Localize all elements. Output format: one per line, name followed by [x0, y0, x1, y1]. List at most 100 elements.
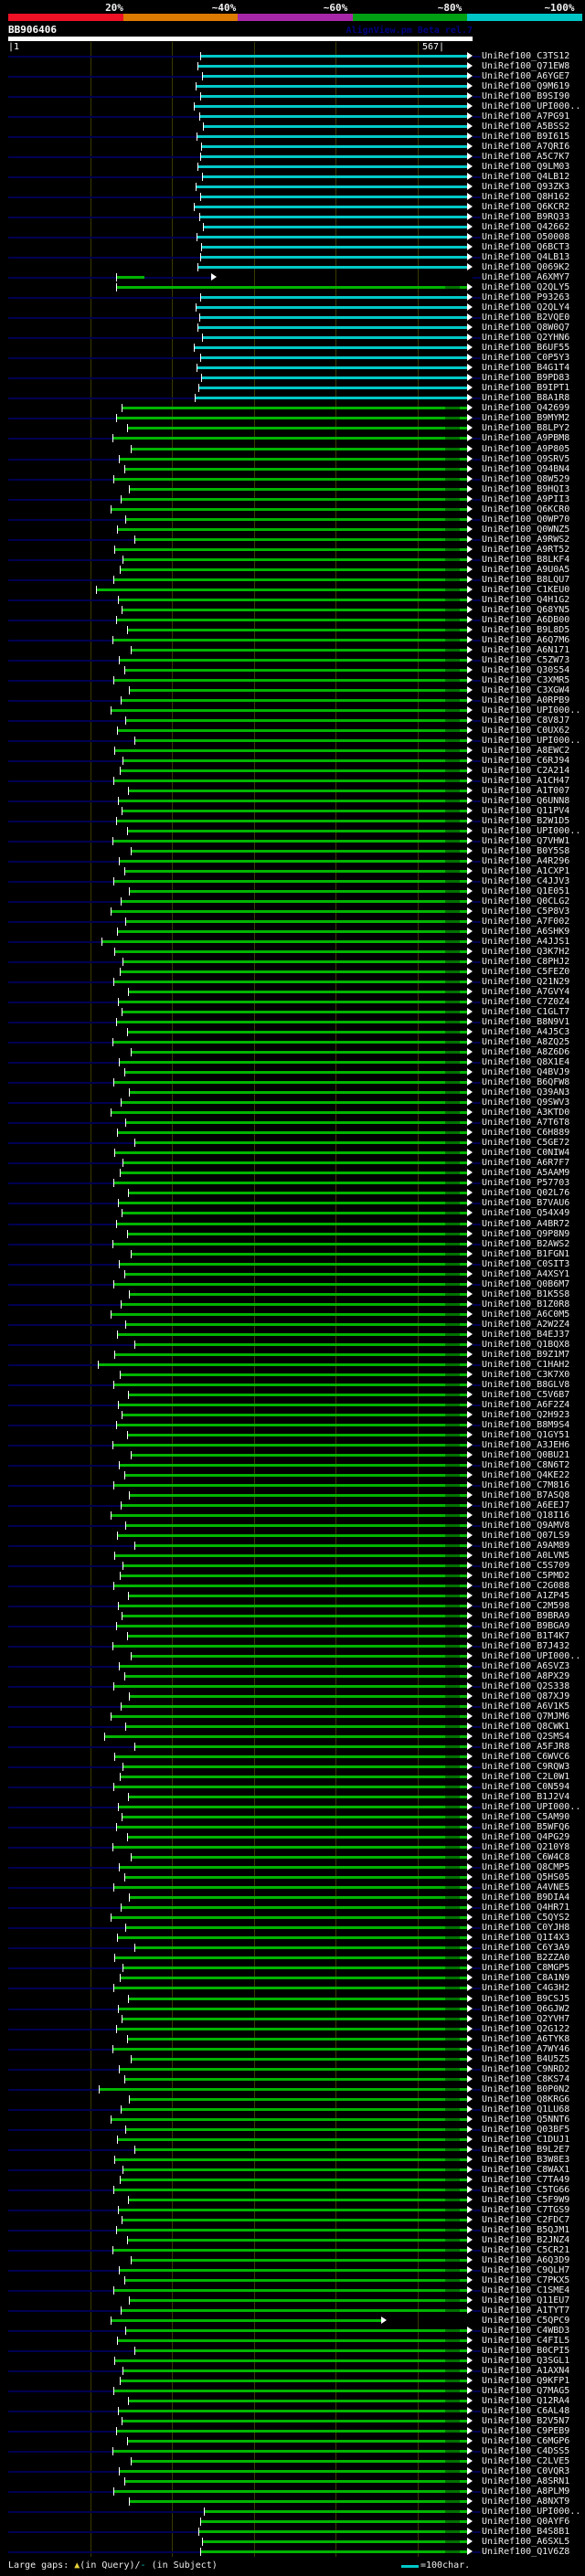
hit-bar[interactable] [199, 2530, 467, 2533]
hit-bar[interactable] [128, 1031, 467, 1034]
hit-label[interactable]: UniRef100_C2A214 [482, 766, 570, 776]
hit-label[interactable]: UniRef100_C5F9W9 [482, 2195, 570, 2205]
hit-bar[interactable] [128, 629, 467, 631]
hit-label[interactable]: UniRef100_Q1I4X3 [482, 1933, 570, 1943]
hit-bar[interactable] [135, 1946, 467, 1949]
hit-bar[interactable] [135, 1544, 467, 1547]
hit-label[interactable]: UniRef100_Q42699 [482, 403, 570, 413]
hit-label[interactable]: UniRef100_B9IPT1 [482, 383, 570, 393]
hit-bar[interactable] [122, 1212, 467, 1214]
hit-bar[interactable] [117, 619, 467, 621]
hit-label[interactable]: UniRef100_B9BRA9 [482, 1611, 570, 1621]
hit-bar[interactable] [125, 1071, 467, 1074]
hit-bar[interactable] [115, 1353, 467, 1356]
hit-label[interactable]: UniRef100_C6AL48 [482, 2406, 570, 2416]
hit-bar[interactable] [130, 1896, 467, 1899]
hit-label[interactable]: UniRef100_B6UF55 [482, 343, 570, 353]
hit-bar[interactable] [112, 1313, 467, 1316]
hit-bar[interactable] [122, 1011, 467, 1013]
hit-label[interactable]: UniRef100_C6MGP6 [482, 2436, 570, 2446]
hit-bar[interactable] [112, 2118, 467, 2121]
hit-bar[interactable] [113, 437, 467, 440]
hit-label[interactable]: UniRef100_Q7VHW1 [482, 836, 570, 846]
hit-label[interactable]: UniRef100_B9L2E7 [482, 2145, 570, 2155]
hit-bar[interactable] [114, 2189, 467, 2191]
hit-bar[interactable] [129, 790, 467, 792]
hit-bar[interactable] [114, 2390, 467, 2392]
hit-label[interactable]: UniRef100_A6R7F7 [482, 1158, 570, 1168]
hit-bar[interactable] [203, 75, 467, 78]
hit-label[interactable]: UniRef100_Q4HR71 [482, 1903, 570, 1913]
hit-label[interactable]: UniRef100_Q4KE22 [482, 1470, 570, 1480]
hit-label[interactable]: UniRef100_A0RPB9 [482, 695, 570, 705]
hit-label[interactable]: UniRef100_Q8CMP5 [482, 1862, 570, 1872]
hit-label[interactable]: UniRef100_Q0WNZ5 [482, 525, 570, 535]
hit-bar[interactable] [113, 2450, 467, 2453]
hit-label[interactable]: UniRef100_B9RQ33 [482, 212, 570, 222]
hit-bar[interactable] [129, 1394, 467, 1396]
hit-bar[interactable] [114, 2490, 467, 2493]
hit-label[interactable]: UniRef100_C3K7X0 [482, 1370, 570, 1380]
hit-bar[interactable] [204, 125, 467, 128]
hit-label[interactable]: UniRef100_O50008 [482, 232, 570, 242]
hit-label[interactable]: UniRef100_C4FIL5 [482, 2336, 570, 2346]
hit-label[interactable]: UniRef100_A6YGE7 [482, 71, 570, 81]
hit-label[interactable]: UniRef100_C5V6B7 [482, 1390, 570, 1400]
hit-label[interactable]: UniRef100_A4BR72 [482, 1219, 570, 1229]
hit-bar[interactable] [201, 95, 467, 98]
hit-bar[interactable] [115, 1755, 467, 1758]
hit-label[interactable]: UniRef100_B4EJ37 [482, 1330, 570, 1340]
hit-bar[interactable] [123, 759, 467, 762]
hit-label[interactable]: UniRef100_B9SI90 [482, 91, 570, 101]
hit-label[interactable]: UniRef100_A6SVZ3 [482, 1661, 570, 1671]
hit-label[interactable]: UniRef100_C9QLH7 [482, 2265, 570, 2275]
hit-bar[interactable] [117, 1424, 467, 1426]
hit-bar[interactable] [122, 2420, 467, 2422]
hit-bar[interactable] [197, 306, 467, 309]
hit-bar[interactable] [119, 1605, 467, 1607]
hit-bar[interactable] [126, 1121, 467, 1124]
hit-label[interactable]: UniRef100_A6DB00 [482, 615, 570, 625]
hit-label[interactable]: UniRef100_Q7MJM6 [482, 1712, 570, 1722]
hit-bar[interactable] [114, 1585, 467, 1587]
hit-bar[interactable] [130, 689, 467, 692]
hit-bar[interactable] [122, 407, 467, 409]
hit-bar[interactable] [199, 387, 467, 389]
hit-label[interactable]: UniRef100_B1FGN1 [482, 1249, 570, 1259]
hit-bar[interactable] [129, 991, 467, 993]
hit-label[interactable]: UniRef100_C0SIT3 [482, 1259, 570, 1269]
hit-label[interactable]: UniRef100_C6WVC6 [482, 1752, 570, 1762]
hit-bar[interactable] [129, 1595, 467, 1597]
hit-label[interactable]: UniRef100_B5QJM1 [482, 2225, 570, 2235]
hit-bar[interactable] [123, 1966, 467, 1969]
hit-label[interactable]: UniRef100_C0UX62 [482, 726, 570, 736]
hit-label[interactable]: UniRef100_C5QYS2 [482, 1913, 570, 1923]
hit-bar[interactable] [114, 1383, 467, 1386]
hit-label[interactable]: UniRef100_C7Z0Z4 [482, 997, 570, 1007]
hit-label[interactable]: UniRef100_A9PII3 [482, 494, 570, 504]
hit-bar[interactable] [112, 508, 467, 511]
hit-bar[interactable] [113, 840, 467, 843]
hit-bar[interactable] [121, 1171, 467, 1174]
hit-bar[interactable] [198, 165, 467, 168]
hit-label[interactable]: UniRef100_C5PMD2 [482, 1571, 570, 1581]
hit-label[interactable]: UniRef100_A6Q7M6 [482, 635, 570, 645]
hit-bar[interactable] [122, 1504, 467, 1507]
hit-label[interactable]: UniRef100_B2ZZA0 [482, 1953, 570, 1963]
hit-label[interactable]: UniRef100_A5BSS2 [482, 122, 570, 132]
hit-label[interactable]: UniRef100_Q12RA4 [482, 2396, 570, 2406]
hit-bar[interactable] [197, 366, 467, 369]
hit-label[interactable]: UniRef100_A6F2Z4 [482, 1400, 570, 1410]
hit-bar[interactable] [122, 1303, 467, 1306]
hit-label[interactable]: UniRef100_Q94BN4 [482, 464, 570, 474]
hit-label[interactable]: UniRef100_UPI000.. [482, 2507, 581, 2517]
hit-bar[interactable] [123, 2369, 467, 2372]
hit-label[interactable]: UniRef100_C5QPC9 [482, 2316, 570, 2326]
hit-bar[interactable] [120, 1665, 467, 1668]
hit-label[interactable]: UniRef100_UPI000.. [482, 826, 581, 836]
hit-bar[interactable] [122, 2309, 467, 2312]
hit-label[interactable]: UniRef100_Q9KFP1 [482, 2376, 570, 2386]
hit-label[interactable]: UniRef100_B2VQE0 [482, 313, 570, 323]
hit-bar[interactable] [122, 609, 467, 611]
hit-label[interactable]: UniRef100_Q2SMS4 [482, 1732, 570, 1742]
